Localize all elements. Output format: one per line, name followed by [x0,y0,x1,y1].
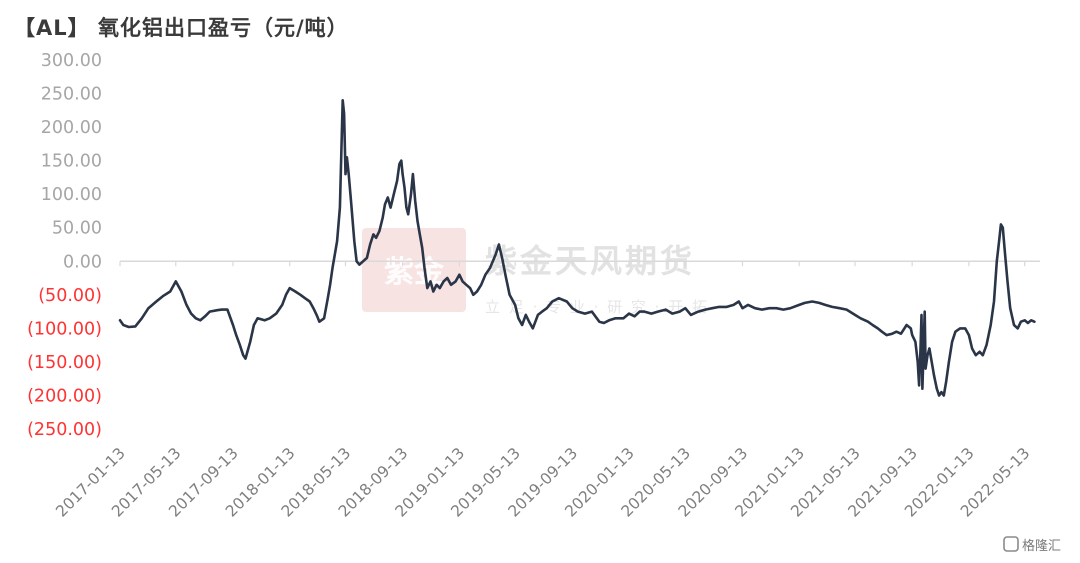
y-tick-label: (200.00) [27,386,102,406]
y-tick-label: 0.00 [63,252,102,272]
y-tick-label: 50.00 [52,219,102,239]
y-tick-label: (150.00) [27,353,102,373]
series-layer [118,99,1036,397]
y-tick-label: 200.00 [41,118,102,138]
y-tick-label: (250.00) [27,420,102,440]
y-tick-label: 150.00 [41,152,102,172]
y-axis: 300.00 250.00 200.00 150.00 100.00 50.00 0.00 (… [27,51,102,440]
corner-logo: 格隆汇 [1003,536,1061,554]
y-tick-label: 300.00 [41,51,102,71]
watermark: 紫金 紫金天风期货 立 足 · 专 业 · 研 究 · 开 拓 [362,228,707,316]
y-tick-label: 250.00 [41,85,102,105]
corner-logo-text: 格隆汇 [1022,538,1061,554]
y-tick-label: (50.00) [38,286,102,306]
series-line [118,99,1036,397]
y-tick-label: 100.00 [41,185,102,205]
logo-icon [1003,536,1019,552]
chart-title: 【AL】 氧化铝出口盈亏（元/吨） [14,16,349,40]
y-tick-label: (100.00) [27,319,102,339]
watermark-seal-icon [362,228,466,312]
